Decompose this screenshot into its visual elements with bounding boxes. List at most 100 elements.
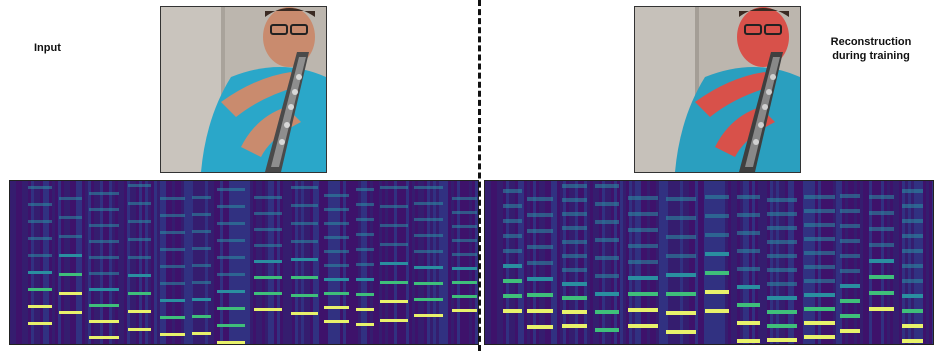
reconstruction-label: Reconstruction during training	[818, 35, 924, 63]
spectrogram-noise	[497, 181, 500, 344]
harmonic-band	[128, 220, 151, 223]
spectrogram-noise	[617, 181, 620, 344]
spectrogram-noise	[713, 181, 716, 344]
spectrogram-noise	[908, 181, 911, 344]
harmonic-band	[324, 194, 349, 197]
harmonic-band	[324, 236, 349, 239]
spectrogram-noise	[418, 181, 421, 344]
harmonic-band	[562, 296, 587, 300]
spectrogram-noise	[671, 181, 674, 344]
spectrogram-noise	[463, 181, 466, 344]
spectrogram-noise	[833, 181, 836, 344]
harmonic-band	[595, 292, 619, 296]
spectrogram-noise	[472, 181, 475, 344]
harmonic-band	[628, 244, 658, 248]
spectrogram-noise	[322, 181, 325, 344]
harmonic-band	[666, 273, 696, 277]
spectrogram-noise	[917, 181, 920, 344]
harmonic-band	[705, 214, 729, 218]
harmonic-band	[737, 213, 760, 217]
spectrogram-noise	[590, 181, 593, 344]
spectrogram-noise	[331, 181, 334, 344]
harmonic-band	[666, 216, 696, 220]
harmonic-band	[705, 309, 729, 313]
harmonic-band	[160, 214, 185, 217]
harmonic-band	[840, 314, 860, 318]
harmonic-band	[902, 324, 923, 328]
harmonic-band	[414, 266, 443, 269]
harmonic-band	[902, 279, 923, 283]
spectrogram-noise	[442, 181, 445, 344]
harmonic-band	[840, 224, 860, 228]
harmonic-band	[89, 272, 119, 275]
spectrogram-noise	[839, 181, 842, 344]
harmonic-band	[356, 263, 374, 266]
spectrogram-noise	[436, 181, 439, 344]
harmonic-band	[28, 322, 52, 325]
harmonic-band	[128, 202, 151, 205]
harmonic-band	[356, 248, 374, 251]
input-spectrogram-canvas	[10, 181, 478, 344]
harmonic-band	[840, 209, 860, 213]
spectrogram-noise	[572, 181, 575, 344]
spectrogram-noise	[782, 181, 785, 344]
spectrogram-noise	[184, 181, 187, 344]
spectrogram-noise	[352, 181, 355, 344]
harmonic-band	[869, 307, 894, 311]
spectrogram-noise	[899, 181, 902, 344]
harmonic-band	[562, 198, 587, 202]
harmonic-band	[89, 336, 119, 339]
spectrogram-noise	[815, 181, 818, 344]
spectrogram-noise	[785, 181, 788, 344]
spectrogram-noise	[821, 181, 824, 344]
spectrogram-noise	[749, 181, 752, 344]
harmonic-band	[527, 293, 553, 297]
spectrogram-noise	[866, 181, 869, 344]
spectrogram-noise	[40, 181, 43, 344]
harmonic-band	[89, 288, 119, 291]
spectrogram-noise	[421, 181, 424, 344]
harmonic-band	[767, 296, 797, 300]
harmonic-band	[527, 277, 553, 281]
spectrogram-noise	[812, 181, 815, 344]
harmonic-band	[804, 335, 835, 339]
harmonic-band	[324, 278, 349, 281]
spectrogram-noise	[154, 181, 157, 344]
spectrogram-noise	[373, 181, 376, 344]
spectrogram-noise	[695, 181, 698, 344]
input-frame-image	[161, 7, 326, 172]
harmonic-band	[217, 205, 245, 208]
harmonic-band	[160, 231, 185, 234]
spectrogram-noise	[767, 181, 770, 344]
harmonic-band	[503, 264, 522, 268]
spectrogram-noise	[160, 181, 163, 344]
spectrogram-noise	[172, 181, 175, 344]
harmonic-band	[128, 256, 151, 259]
spectrogram-noise	[427, 181, 430, 344]
spectrogram-noise	[506, 181, 509, 344]
spectrogram-noise	[55, 181, 58, 344]
harmonic-band	[356, 308, 374, 311]
harmonic-band	[380, 243, 408, 246]
spectrogram-noise	[25, 181, 28, 344]
harmonic-band	[452, 295, 477, 298]
spectrogram-noise	[662, 181, 665, 344]
spectrogram-noise	[70, 181, 73, 344]
harmonic-band	[192, 281, 211, 284]
spectrogram-noise	[451, 181, 454, 344]
harmonic-band	[527, 213, 553, 217]
harmonic-band	[28, 220, 52, 223]
spectrogram-noise	[346, 181, 349, 344]
harmonic-band	[291, 312, 318, 315]
harmonic-band	[804, 293, 835, 297]
harmonic-band	[452, 281, 477, 284]
harmonic-band	[767, 282, 797, 286]
harmonic-band	[737, 231, 760, 235]
spectrogram-noise	[605, 181, 608, 344]
spectrogram-noise	[800, 181, 803, 344]
harmonic-band	[128, 310, 151, 313]
spectrogram-noise	[824, 181, 827, 344]
spectrogram-noise	[415, 181, 418, 344]
harmonic-band	[192, 332, 211, 335]
spectrogram-noise	[740, 181, 743, 344]
